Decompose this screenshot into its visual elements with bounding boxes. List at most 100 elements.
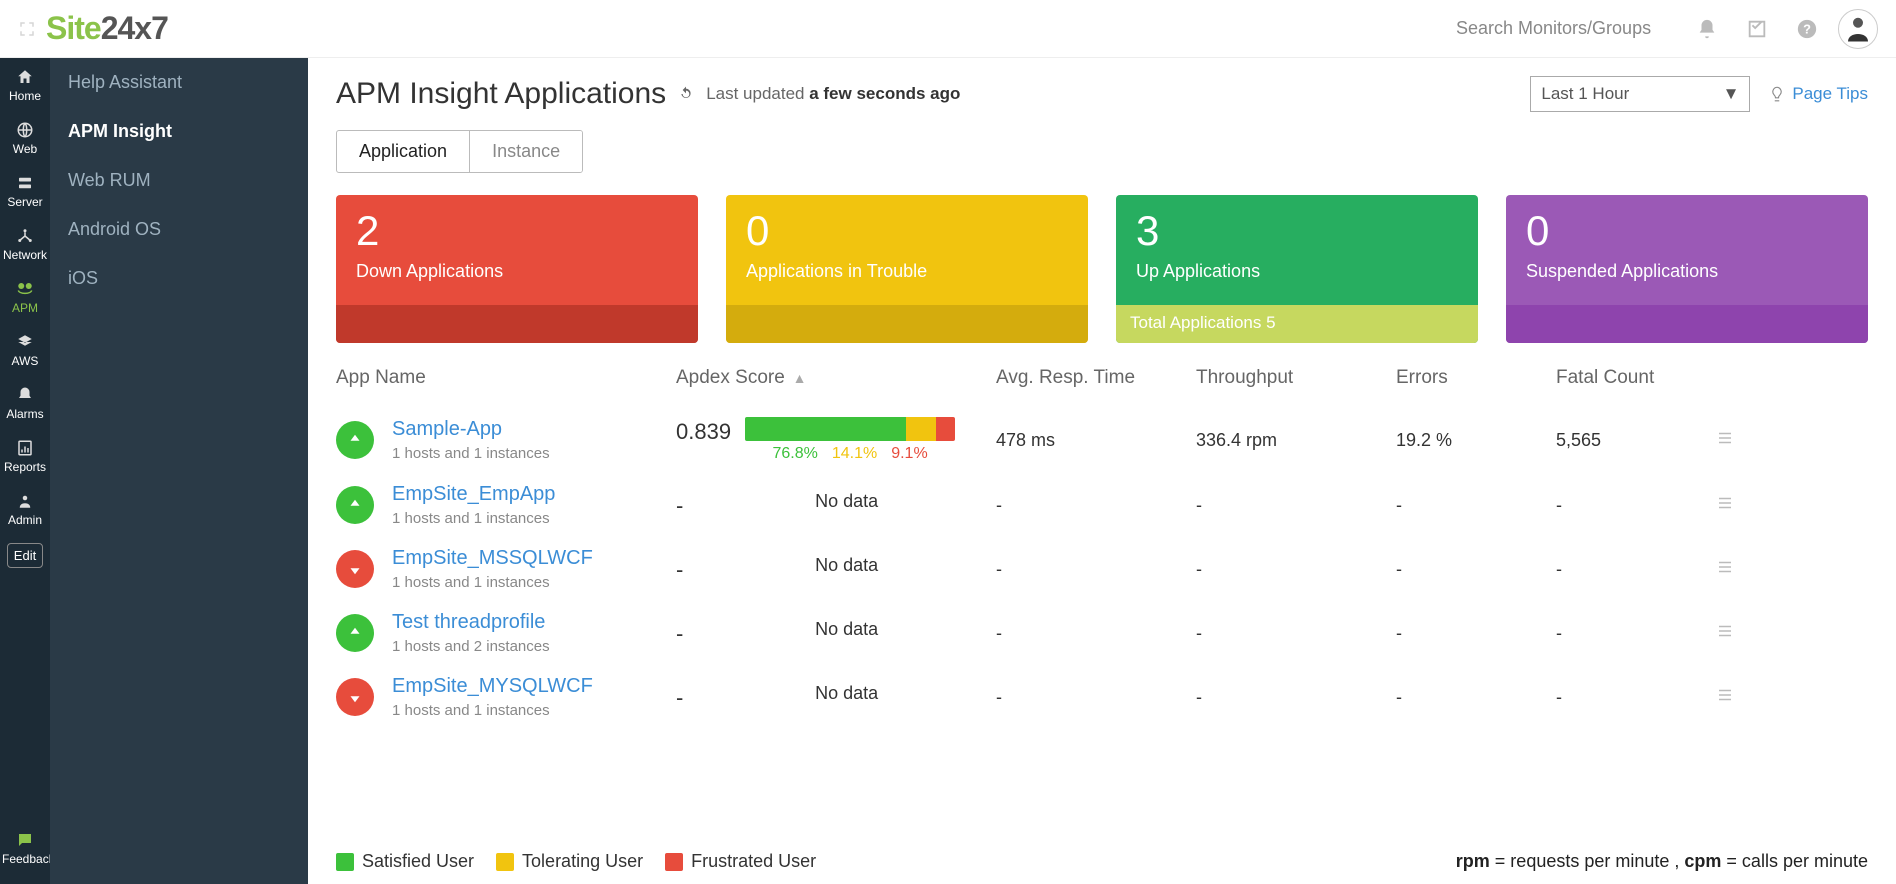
logo-green: Site <box>46 10 101 47</box>
stat-card[interactable]: 0Applications in Trouble <box>726 195 1088 343</box>
col-header[interactable]: Errors <box>1396 367 1556 389</box>
web-icon <box>15 121 35 139</box>
note-cpm: = calls per minute <box>1721 851 1868 871</box>
pct-tolerating: 14.1% <box>832 445 877 463</box>
app-name-link[interactable]: Sample-App <box>392 418 550 441</box>
app-sub: 1 hosts and 1 instances <box>392 510 555 527</box>
legend-footer: Satisfied User Tolerating User Frustrate… <box>336 851 1868 872</box>
time-range-select[interactable]: Last 1 Hour ▼ <box>1530 76 1750 112</box>
avatar[interactable] <box>1838 9 1878 49</box>
rail-item-web[interactable]: Web <box>0 111 50 164</box>
note-rpm-label: rpm <box>1456 851 1490 871</box>
subside-item[interactable]: APM Insight <box>50 107 308 156</box>
apdex-nodata: No data <box>697 683 996 704</box>
col-header[interactable]: Fatal Count <box>1556 367 1716 389</box>
subside-item[interactable]: Web RUM <box>50 156 308 205</box>
row-menu-icon[interactable] <box>1716 494 1734 512</box>
stat-footer <box>336 305 698 343</box>
stat-footer <box>1506 305 1868 343</box>
app-name-link[interactable]: EmpSite_EmpApp <box>392 483 555 506</box>
reports-icon <box>15 439 35 457</box>
stat-label: Suspended Applications <box>1506 255 1868 294</box>
stat-card[interactable]: 2Down Applications <box>336 195 698 343</box>
fullscreen-icon[interactable] <box>18 20 36 38</box>
errors: - <box>1396 559 1556 580</box>
row-menu-icon[interactable] <box>1716 558 1734 576</box>
rail-label: Alarms <box>2 407 48 421</box>
rail-item-reports[interactable]: Reports <box>0 429 50 482</box>
logo-rest: 24x7 <box>101 10 168 47</box>
throughput: - <box>1196 687 1396 708</box>
table-row: Sample-App1 hosts and 1 instances0.83976… <box>336 407 1868 473</box>
legend-tolerating: Tolerating User <box>496 851 643 872</box>
app-sub: 1 hosts and 1 instances <box>392 574 593 591</box>
row-menu-icon[interactable] <box>1716 429 1734 447</box>
clipboard-icon[interactable] <box>1746 18 1768 40</box>
rail-item-apm[interactable]: APM <box>0 270 50 323</box>
col-header[interactable]: App Name <box>336 367 676 389</box>
stat-label: Applications in Trouble <box>726 255 1088 294</box>
rail-label: Network <box>2 248 48 262</box>
logo: Site24x7 <box>46 10 168 47</box>
table-row: EmpSite_MSSQLWCF 1 hosts and 1 instances -… <box>336 537 1868 601</box>
app-name-link[interactable]: EmpSite_MSSQLWCF <box>392 547 593 570</box>
app-name-link[interactable]: EmpSite_MYSQLWCF <box>392 675 593 698</box>
tab-application[interactable]: Application <box>337 131 470 172</box>
apdex-nodata: No data <box>697 555 996 576</box>
note-rpm: = requests per minute , <box>1490 851 1685 871</box>
throughput: - <box>1196 495 1396 516</box>
row-menu-icon[interactable] <box>1716 622 1734 640</box>
apdex-value: - <box>676 619 683 647</box>
tab-instance[interactable]: Instance <box>470 131 582 172</box>
chevron-down-icon: ▼ <box>1723 84 1740 104</box>
rail-edit-button[interactable]: Edit <box>7 543 43 568</box>
app-sub: 1 hosts and 1 instances <box>392 702 593 719</box>
help-icon[interactable]: ? <box>1796 18 1818 40</box>
rail-item-network[interactable]: Network <box>0 217 50 270</box>
applications-table: App NameApdex Score ▲Avg. Resp. TimeThro… <box>336 367 1868 729</box>
seg-frustrated <box>936 417 955 441</box>
rail-item-home[interactable]: Home <box>0 58 50 111</box>
stat-count: 2 <box>336 195 698 255</box>
app-name-link[interactable]: Test threadprofile <box>392 611 550 634</box>
bulb-icon <box>1768 85 1786 103</box>
page-title: APM Insight Applications <box>336 77 666 111</box>
topbar: Site24x7 Search Monitors/Groups ? <box>0 0 1896 58</box>
sort-icon: ▲ <box>789 370 807 386</box>
aws-icon <box>15 333 35 351</box>
refresh-icon[interactable] <box>678 86 694 102</box>
search-input[interactable]: Search Monitors/Groups <box>1456 18 1656 39</box>
col-header[interactable]: Throughput <box>1196 367 1396 389</box>
rail-item-server[interactable]: Server <box>0 164 50 217</box>
col-header[interactable]: Avg. Resp. Time <box>996 367 1196 389</box>
apdex-value: - <box>676 683 683 711</box>
rail-label: Web <box>2 142 48 156</box>
errors: - <box>1396 687 1556 708</box>
stat-count: 3 <box>1116 195 1478 255</box>
fatal-count: 5,565 <box>1556 430 1716 451</box>
subside-item[interactable]: Android OS <box>50 205 308 254</box>
errors: - <box>1396 495 1556 516</box>
apdex-value: - <box>676 555 683 583</box>
status-icon <box>336 614 374 652</box>
stat-card[interactable]: 3Up ApplicationsTotal Applications 5 <box>1116 195 1478 343</box>
admin-icon <box>15 492 35 510</box>
subside-item[interactable]: Help Assistant <box>50 58 308 107</box>
col-header[interactable]: Apdex Score ▲ <box>676 367 996 389</box>
subside-item[interactable]: iOS <box>50 254 308 303</box>
row-menu-icon[interactable] <box>1716 686 1734 704</box>
table-row: EmpSite_MYSQLWCF 1 hosts and 1 instances -… <box>336 665 1868 729</box>
rail-label: Feedback <box>2 852 48 866</box>
stat-footer: Total Applications 5 <box>1116 305 1478 343</box>
page-tips-link[interactable]: Page Tips <box>1768 84 1868 104</box>
rail-item-aws[interactable]: AWS <box>0 323 50 376</box>
stat-card[interactable]: 0Suspended Applications <box>1506 195 1868 343</box>
rail-feedback[interactable]: Feedback <box>0 821 50 874</box>
apdex-value: - <box>676 491 683 519</box>
stat-cards: 2Down Applications0Applications in Troub… <box>336 195 1868 343</box>
rail-item-admin[interactable]: Admin <box>0 482 50 535</box>
bell-icon[interactable] <box>1696 18 1718 40</box>
rail-item-alarms[interactable]: Alarms <box>0 376 50 429</box>
resp-time: - <box>996 559 1196 580</box>
apdex-nodata: No data <box>697 619 996 640</box>
